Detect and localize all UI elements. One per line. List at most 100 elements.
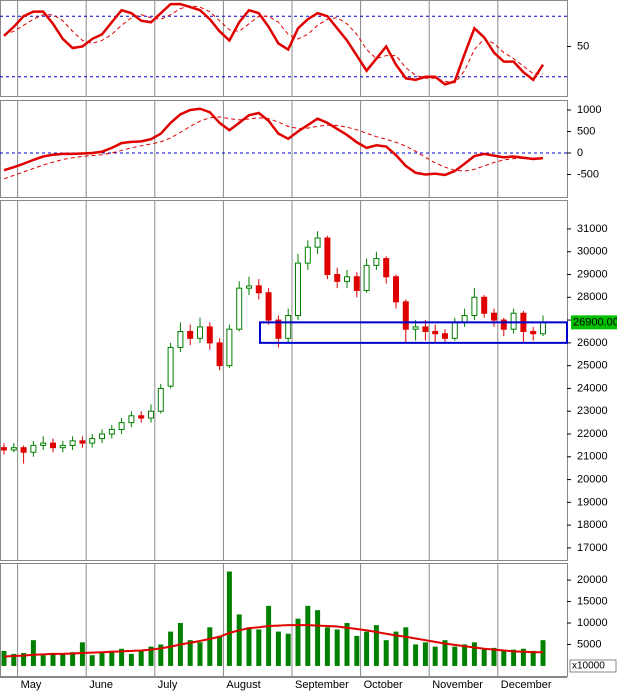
candle-body	[79, 440, 86, 444]
volume-bar	[511, 649, 517, 666]
y-tick-label: 20000	[577, 574, 608, 586]
month-label: November	[432, 679, 483, 691]
volume-bar	[501, 650, 507, 666]
last-price-box	[571, 315, 617, 330]
candle-body	[491, 312, 497, 321]
y-tick-label: 50	[577, 40, 589, 52]
y-tick-label: 21000	[577, 451, 608, 463]
volume-bar	[413, 644, 419, 666]
y-tick-label: 26000	[577, 337, 608, 349]
candle-body	[99, 433, 105, 440]
volume-bar	[246, 627, 252, 666]
y-tick-label: 30000	[577, 246, 608, 258]
volume-bar	[364, 631, 370, 666]
candle-body	[481, 296, 488, 314]
panel-frame	[0, 0, 568, 97]
candle-body	[128, 415, 135, 424]
candle-body	[353, 276, 360, 291]
y-tick-label: 19000	[577, 496, 608, 508]
candle-body	[383, 258, 390, 278]
volume-bar	[403, 627, 409, 666]
y-tick-label: -500	[577, 168, 599, 180]
candle-body	[432, 330, 439, 335]
candle-body	[412, 326, 419, 330]
volume-bar	[168, 631, 174, 666]
volume-bar	[481, 648, 487, 666]
volume-bar	[344, 623, 350, 666]
volume-bar	[256, 629, 262, 666]
candle-body	[285, 315, 292, 339]
volume-bar	[422, 642, 428, 666]
candle-body	[197, 326, 203, 339]
volume-bar	[89, 655, 95, 666]
month-label: July	[158, 679, 178, 691]
candle-body	[530, 330, 537, 335]
candle-body	[89, 438, 96, 444]
candle-body	[1, 447, 7, 451]
candle-body	[216, 342, 223, 367]
candle-body	[50, 442, 56, 449]
candle-body	[40, 442, 47, 446]
candle-body	[206, 326, 213, 344]
candle-body	[461, 315, 468, 323]
indicator-line	[3, 624, 543, 658]
candle-body	[246, 285, 252, 289]
y-tick-label: 20000	[577, 473, 608, 485]
volume-bar	[295, 618, 301, 666]
y-tick-label: 500	[577, 125, 595, 137]
candle-body	[20, 447, 27, 453]
volume-bar	[50, 653, 56, 666]
candle-body	[402, 301, 409, 330]
candle-body	[10, 447, 17, 451]
candle-body	[510, 312, 517, 330]
volume-bar	[354, 635, 360, 666]
candle-body	[265, 292, 272, 321]
y-tick-label: 15000	[577, 595, 608, 607]
volume-bar	[520, 648, 526, 666]
indicator-line	[3, 2, 545, 86]
candle-body	[187, 330, 194, 339]
volume-bar	[305, 605, 311, 666]
y-tick-label: 22000	[577, 428, 608, 440]
volume-bar	[383, 640, 389, 666]
signal-line	[3, 116, 543, 180]
volume-bar	[1, 650, 7, 666]
volume-bar	[452, 646, 458, 666]
volume-bar	[334, 629, 340, 666]
y-tick-label: 10000	[577, 617, 608, 629]
candle-body	[471, 296, 478, 317]
volume-bar	[119, 648, 125, 666]
volume-bar	[491, 647, 497, 666]
candle-body	[540, 321, 546, 335]
y-tick-label: 29000	[577, 268, 608, 280]
volume-bar	[462, 644, 468, 666]
candle-body	[451, 321, 458, 339]
unit-label: x10000	[572, 661, 605, 672]
volume-bar	[236, 614, 242, 666]
volume-bar	[393, 631, 399, 666]
month-label: June	[89, 679, 113, 691]
volume-bar	[40, 655, 46, 666]
volume-bar	[471, 642, 477, 666]
volume-bar	[197, 642, 203, 666]
volume-bar	[70, 652, 76, 666]
candle-body	[363, 264, 370, 291]
candle-body	[422, 326, 429, 332]
candle-body	[500, 319, 507, 330]
volume-bar	[285, 633, 291, 666]
y-tick-label: 25000	[577, 360, 608, 372]
candle-body	[148, 410, 154, 419]
candle-body	[275, 319, 282, 339]
indicator-line	[3, 107, 544, 177]
candle-body	[442, 333, 448, 339]
unit-box	[569, 659, 617, 673]
volume-bar	[442, 640, 448, 666]
candle-body	[393, 276, 399, 303]
month-label: December	[501, 679, 552, 691]
panel-frame	[0, 100, 568, 198]
volume-bar	[324, 627, 330, 666]
candle-body	[373, 258, 380, 266]
month-label: September	[295, 679, 349, 691]
candle-body	[236, 287, 243, 330]
y-tick-label: 23000	[577, 405, 608, 417]
